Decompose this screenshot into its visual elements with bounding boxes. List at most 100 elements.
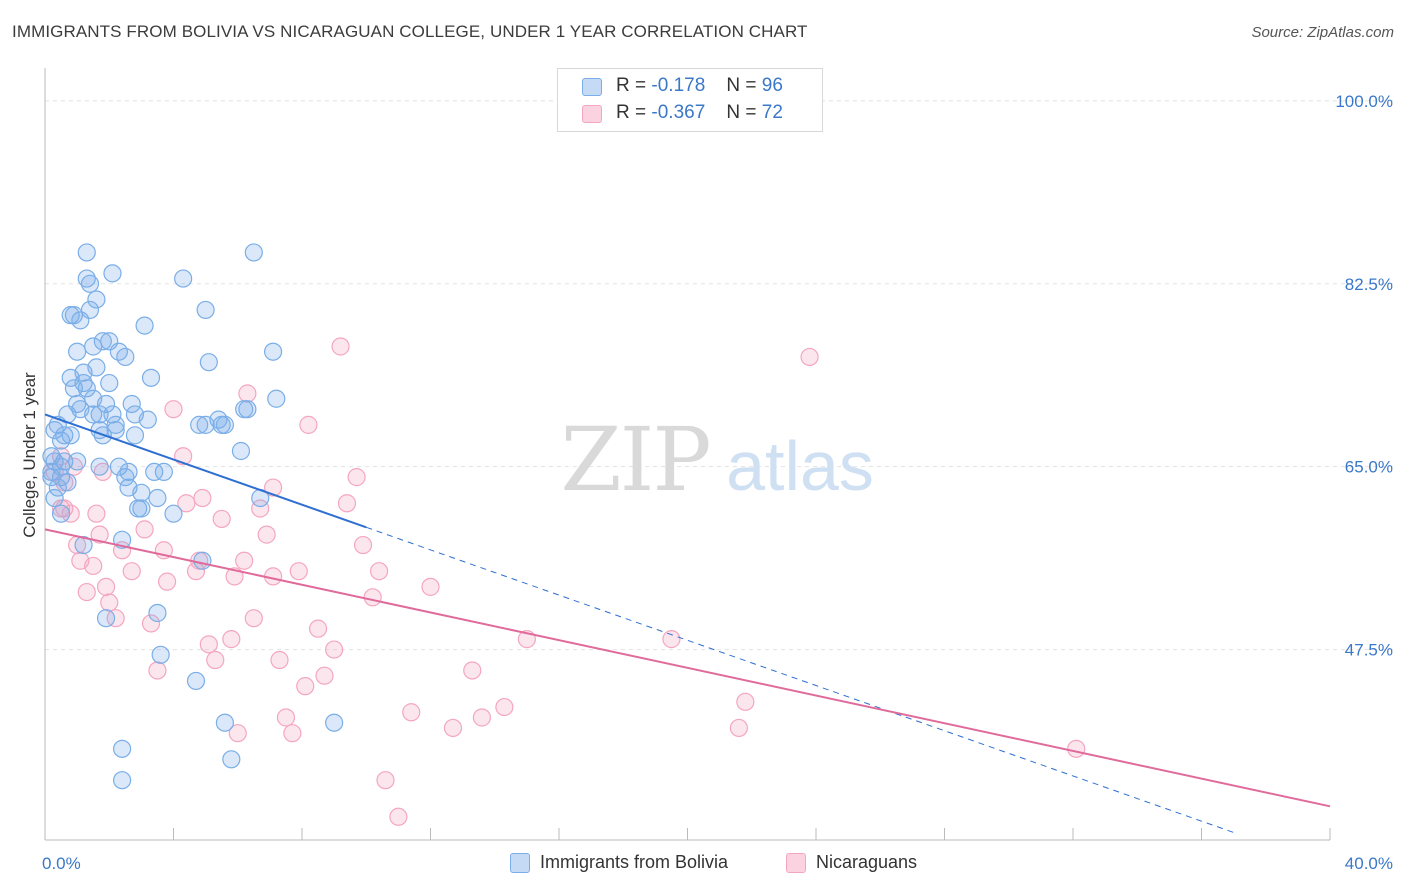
- data-point-bolivia: [238, 400, 257, 419]
- legend-label: Nicaraguans: [816, 852, 918, 872]
- data-point-nicaraguans: [122, 562, 141, 581]
- data-point-nicaraguans: [729, 718, 749, 738]
- legend-r-label: R =: [616, 75, 647, 96]
- data-point-bolivia: [106, 415, 125, 434]
- data-point-nicaraguans: [463, 661, 482, 680]
- data-point-bolivia: [116, 347, 135, 367]
- data-point-bolivia: [138, 410, 157, 429]
- data-point-bolivia: [90, 457, 109, 476]
- data-point-bolivia: [231, 441, 251, 461]
- data-point-bolivia: [68, 452, 87, 471]
- data-point-nicaraguans: [100, 593, 119, 612]
- data-point-nicaraguans: [106, 609, 125, 628]
- y-tick-label: 47.5%: [1345, 641, 1393, 660]
- trend-line-nicaraguans: [44, 528, 1331, 808]
- data-point-nicaraguans: [157, 572, 177, 591]
- data-point-nicaraguans: [206, 650, 225, 670]
- data-point-nicaraguans: [370, 562, 389, 581]
- data-point-nicaraguans: [228, 724, 247, 743]
- data-point-nicaraguans: [662, 630, 681, 649]
- data-point-bolivia: [74, 535, 93, 555]
- trend-line-bolivia-extension: [366, 526, 1234, 833]
- data-point-bolivia: [77, 243, 96, 262]
- legend-r-label: R =: [616, 102, 647, 123]
- correlation-legend: R = -0.178 N = 96 R = -0.367 N = 72: [557, 68, 823, 132]
- data-point-nicaraguans: [402, 703, 421, 722]
- data-point-nicaraguans: [93, 462, 112, 482]
- legend-r-value: -0.178: [651, 75, 706, 96]
- data-point-bolivia: [42, 462, 61, 482]
- data-point-bolivia: [93, 332, 112, 351]
- data-point-bolivia: [112, 771, 132, 790]
- data-point-bolivia: [87, 358, 106, 377]
- data-point-bolivia: [90, 405, 109, 424]
- data-point-nicaraguans: [222, 630, 241, 649]
- data-point-nicaraguans: [90, 525, 109, 544]
- data-point-nicaraguans: [199, 635, 218, 654]
- x-tick-labels: 0.0% 40.0%: [42, 854, 1393, 873]
- data-point-bolivia: [87, 290, 106, 309]
- data-point-nicaraguans: [193, 488, 212, 508]
- data-point-nicaraguans: [289, 562, 308, 581]
- data-point-bolivia: [190, 415, 209, 434]
- data-point-nicaraguans: [96, 577, 116, 596]
- data-point-bolivia: [45, 420, 64, 440]
- data-point-bolivia: [325, 713, 344, 732]
- legend-n-label: N =: [726, 75, 757, 96]
- data-point-nicaraguans: [363, 588, 382, 607]
- data-point-bolivia: [100, 373, 119, 393]
- legend-n-label: N =: [726, 102, 757, 123]
- data-point-bolivia: [42, 468, 61, 487]
- data-point-bolivia: [193, 551, 212, 570]
- data-point-bolivia: [109, 457, 128, 476]
- data-point-bolivia: [267, 389, 286, 408]
- data-point-nicaraguans: [64, 457, 84, 476]
- data-point-nicaraguans: [337, 494, 357, 513]
- data-point-nicaraguans: [238, 384, 257, 403]
- data-point-bolivia: [215, 713, 234, 732]
- data-point-nicaraguans: [276, 708, 296, 727]
- legend-n-value: 96: [761, 75, 783, 96]
- watermark: ZIP atlas: [560, 408, 874, 511]
- data-point-bolivia: [119, 462, 138, 482]
- legend-swatch-blue: [582, 78, 602, 96]
- data-point-nicaraguans: [135, 520, 154, 539]
- data-point-bolivia: [222, 750, 241, 769]
- data-point-nicaraguans: [421, 577, 440, 596]
- data-point-nicaraguans: [257, 525, 276, 544]
- data-point-nicaraguans: [315, 666, 334, 685]
- data-point-bolivia: [196, 300, 215, 320]
- y-tick-label: 65.0%: [1345, 458, 1393, 477]
- data-point-bolivia: [58, 473, 77, 492]
- data-point-bolivia: [61, 426, 80, 445]
- data-point-bolivia: [103, 264, 122, 283]
- axes: [44, 68, 1331, 841]
- data-point-bolivia: [64, 379, 84, 398]
- y-tick-label: 82.5%: [1345, 275, 1393, 294]
- data-point-nicaraguans: [331, 337, 350, 356]
- series-immigrants-from-bolivia: [42, 243, 344, 790]
- data-point-bolivia: [84, 405, 103, 424]
- data-point-bolivia: [96, 394, 116, 414]
- series-nicaraguans: [45, 337, 1086, 826]
- y-tick-labels: 47.5% 65.0% 82.5% 100.0%: [1335, 92, 1393, 660]
- data-point-nicaraguans: [177, 494, 196, 513]
- data-point-bolivia: [132, 499, 151, 518]
- legend-r-value: -0.367: [651, 102, 706, 123]
- data-point-bolivia: [122, 394, 141, 414]
- data-point-nicaraguans: [308, 619, 328, 638]
- data-point-bolivia: [148, 488, 167, 508]
- data-point-nicaraguans: [212, 509, 231, 529]
- data-point-bolivia: [154, 462, 173, 482]
- data-point-bolivia: [77, 269, 96, 288]
- data-point-bolivia: [55, 426, 74, 445]
- data-point-bolivia: [74, 373, 93, 393]
- data-point-nicaraguans: [148, 661, 167, 680]
- data-point-bolivia: [199, 353, 218, 372]
- data-point-nicaraguans: [244, 609, 263, 628]
- data-point-nicaraguans: [347, 468, 366, 487]
- chart-title: IMMIGRANTS FROM BOLIVIA VS NICARAGUAN CO…: [12, 22, 808, 41]
- data-point-bolivia: [96, 609, 116, 628]
- data-point-bolivia: [151, 645, 170, 664]
